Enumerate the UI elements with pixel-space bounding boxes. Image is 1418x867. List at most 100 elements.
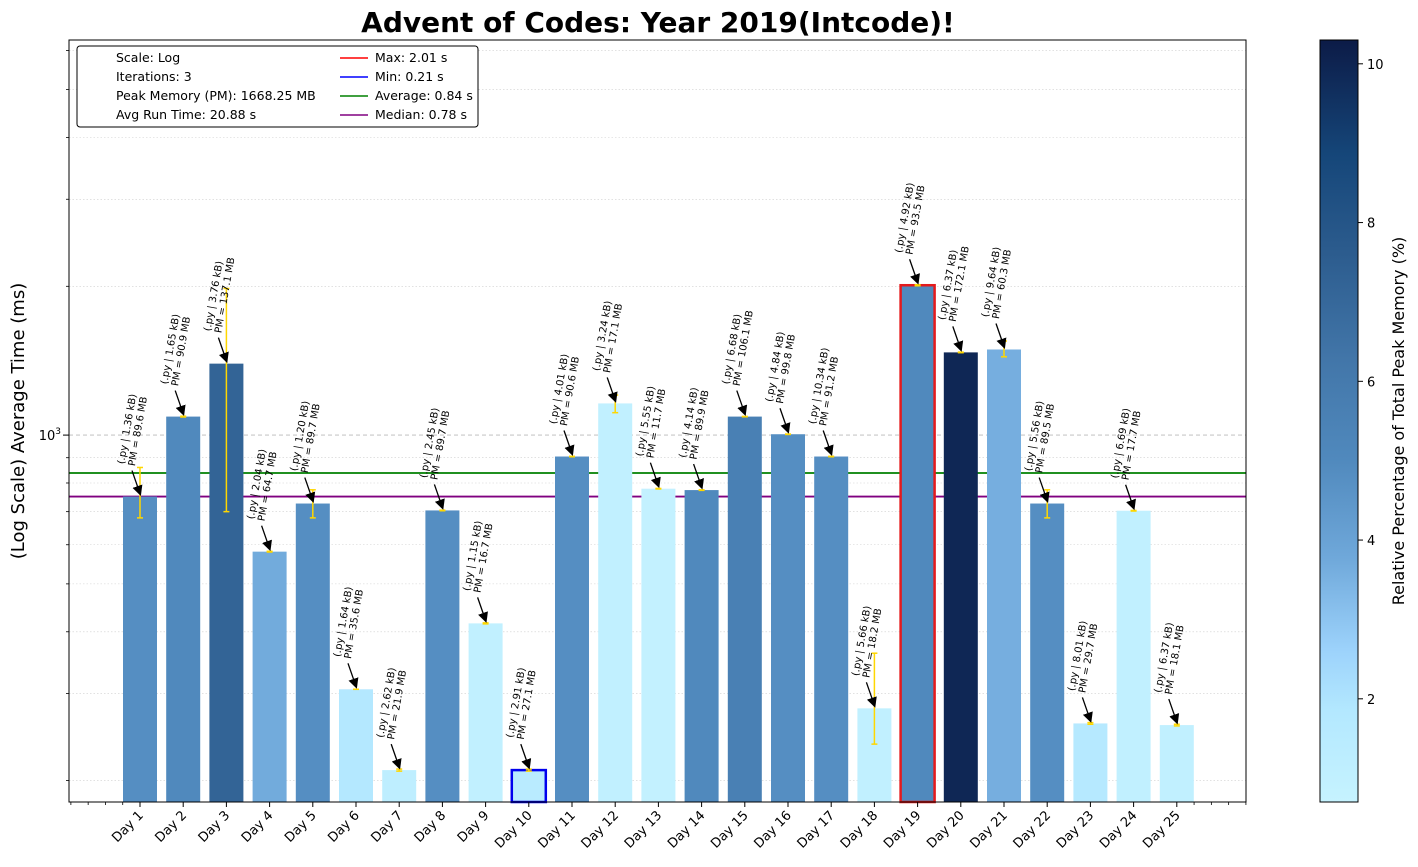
x-tick-label-14: Day 14 bbox=[665, 808, 708, 851]
annotation-arrow-8 bbox=[433, 484, 445, 510]
bar-23 bbox=[1073, 723, 1108, 802]
annotation-15: (.py | 6.68 kB)PM = 106.1 MB bbox=[721, 308, 756, 387]
legend-min-label: Min: 0.21 s bbox=[375, 69, 444, 84]
annotation-arrow-15 bbox=[736, 390, 748, 417]
annotation-arrow-9 bbox=[476, 597, 488, 623]
bar-5 bbox=[295, 503, 330, 802]
x-tick-label-3: Day 3 bbox=[196, 808, 234, 846]
x-tick-label-15: Day 15 bbox=[708, 808, 751, 851]
chart-title: Advent of Codes: Year 2019(Intcode)! bbox=[361, 6, 955, 39]
x-tick-label-18: Day 18 bbox=[838, 808, 881, 851]
x-tick-label-9: Day 9 bbox=[455, 808, 493, 846]
annotation-arrow-6 bbox=[347, 663, 359, 689]
bars-layer bbox=[123, 283, 1194, 804]
annotation-arrow-19 bbox=[908, 259, 920, 285]
annotation-arrow-20 bbox=[952, 326, 964, 352]
annotation-11: (.py | 4.01 kB)PM = 90.6 MB bbox=[548, 353, 582, 427]
colorbar: 2 4 6 8 10 Relative Percentage of Total Peak… bbox=[1319, 39, 1408, 803]
legend-info-3: Peak Memory (PM): 1668.25 MB bbox=[116, 88, 316, 103]
x-tick-label-1: Day 1 bbox=[109, 808, 147, 846]
legend-median-label: Median: 0.78 s bbox=[375, 107, 467, 122]
annotation-4: (.py | 2.04 kB)PM = 64.7 MB bbox=[246, 448, 280, 522]
x-tick-label-11: Day 11 bbox=[535, 808, 578, 851]
x-tick-label-7: Day 7 bbox=[368, 808, 406, 846]
annotation-arrow-11 bbox=[563, 430, 575, 456]
annotation-arrow-14 bbox=[692, 463, 704, 490]
annotation-arrow-2 bbox=[174, 390, 186, 417]
x-tick-label-10: Day 10 bbox=[492, 808, 535, 851]
annotation-1: (.py | 1.36 kB)PM = 89.6 MB bbox=[116, 393, 150, 467]
legend-average-label: Average: 0.84 s bbox=[375, 88, 473, 103]
bar-6 bbox=[339, 689, 373, 802]
annotation-13: (.py | 5.55 kB)PM = 11.7 MB bbox=[635, 385, 669, 459]
annotation-arrow-5 bbox=[304, 477, 316, 503]
colorbar-tick-label-2: 2 bbox=[1367, 693, 1375, 708]
bar-13 bbox=[641, 488, 676, 802]
annotation-arrow-23 bbox=[1081, 697, 1093, 723]
annotation-arrow-13 bbox=[649, 462, 661, 489]
annotation-21: (.py | 9.64 kB)PM = 60.3 MB bbox=[980, 246, 1014, 320]
x-tick-label-12: Day 12 bbox=[579, 808, 622, 851]
x-tick-label-20: Day 20 bbox=[924, 808, 967, 851]
annotation-19: (.py | 4.92 kB)PM = 93.5 MB bbox=[894, 182, 928, 256]
colorbar-tick-label-4: 4 bbox=[1367, 534, 1375, 549]
y-axis-label: (Log Scale) Average Time (ms) bbox=[8, 283, 29, 559]
bar-11 bbox=[555, 456, 589, 802]
x-tick-label-21: Day 21 bbox=[967, 808, 1010, 851]
annotation-18: (.py | 5.66 kB)PM = 18.2 MB bbox=[851, 605, 885, 679]
annotation-arrow-3 bbox=[217, 337, 229, 364]
x-tick-label-5: Day 5 bbox=[282, 808, 320, 846]
annotation-7: (.py | 2.62 kB)PM = 21.9 MB bbox=[375, 667, 409, 741]
legend-info-4: Avg Run Time: 20.88 s bbox=[116, 107, 256, 122]
x-tick-label-25: Day 25 bbox=[1140, 808, 1183, 851]
colorbar-tick-label-10: 10 bbox=[1367, 58, 1384, 73]
x-tick-label-8: Day 8 bbox=[412, 808, 450, 846]
bar-20 bbox=[943, 352, 978, 802]
annotation-arrow-21 bbox=[995, 323, 1007, 349]
x-tick-label-17: Day 17 bbox=[795, 808, 838, 851]
annotation-10: (.py | 2.91 kB)PM = 27.1 MB bbox=[505, 667, 539, 741]
annotation-17: (.py | 10.34 kB)PM = 91.2 MB bbox=[807, 347, 842, 427]
annotation-14: (.py | 4.14 kB)PM = 89.9 MB bbox=[678, 387, 712, 461]
colorbar-gradient bbox=[1319, 39, 1359, 803]
x-tick-label-16: Day 16 bbox=[751, 808, 794, 851]
annotation-arrow-25 bbox=[1168, 698, 1180, 725]
annotation-16: (.py | 4.84 kB)PM = 99.8 MB bbox=[764, 331, 798, 405]
bar-24 bbox=[1116, 510, 1151, 802]
annotation-6: (.py | 1.64 kB)PM = 35.6 MB bbox=[332, 586, 366, 660]
bar-2 bbox=[166, 416, 201, 802]
colorbar-ticks: 2 4 6 8 10 bbox=[1358, 58, 1384, 708]
bar-25 bbox=[1159, 725, 1194, 802]
annotation-20: (.py | 6.37 kB)PM = 172.1 MB bbox=[937, 243, 972, 322]
annotation-25: (.py | 6.37 kB)PM = 18.1 MB bbox=[1153, 622, 1187, 696]
x-tick-label-13: Day 13 bbox=[622, 808, 665, 851]
bar-16 bbox=[771, 434, 805, 802]
legend-box bbox=[76, 45, 479, 128]
annotation-arrow-18 bbox=[865, 682, 877, 708]
x-tick-label-4: Day 4 bbox=[239, 808, 277, 846]
annotation-12: (.py | 3.24 kB)PM = 17.1 MB bbox=[591, 300, 625, 374]
bar-21 bbox=[987, 349, 1021, 802]
annotation-5: (.py | 1.20 kB)PM = 89.7 MB bbox=[289, 400, 323, 474]
bar-1 bbox=[123, 496, 157, 802]
bar-8 bbox=[425, 510, 460, 802]
annotation-arrow-7 bbox=[390, 743, 402, 770]
x-tick-label-24: Day 24 bbox=[1097, 808, 1140, 851]
bar-19 bbox=[899, 283, 936, 804]
annotation-arrow-24 bbox=[1124, 484, 1136, 511]
annotation-arrow-22 bbox=[1038, 477, 1050, 503]
annotation-arrow-4 bbox=[260, 525, 272, 552]
annotation-arrow-1 bbox=[131, 470, 143, 497]
annotation-22: (.py | 5.56 kB)PM = 89.5 MB bbox=[1023, 400, 1057, 474]
bar-22 bbox=[1030, 503, 1065, 802]
annotation-arrow-12 bbox=[606, 377, 618, 403]
bar-15 bbox=[727, 416, 762, 802]
legend-info-2: Iterations: 3 bbox=[116, 69, 192, 84]
x-tick-label-19: Day 19 bbox=[881, 808, 924, 851]
legend-max-label: Max: 2.01 s bbox=[375, 50, 447, 65]
annotation-9: (.py | 1.15 kB)PM = 16.7 MB bbox=[462, 520, 496, 594]
y-tick-base: 10 bbox=[39, 429, 56, 444]
y-tick-exponent: 3 bbox=[55, 427, 61, 437]
annotation-3: (.py | 3.76 kB)PM = 137.1 MB bbox=[203, 255, 238, 334]
